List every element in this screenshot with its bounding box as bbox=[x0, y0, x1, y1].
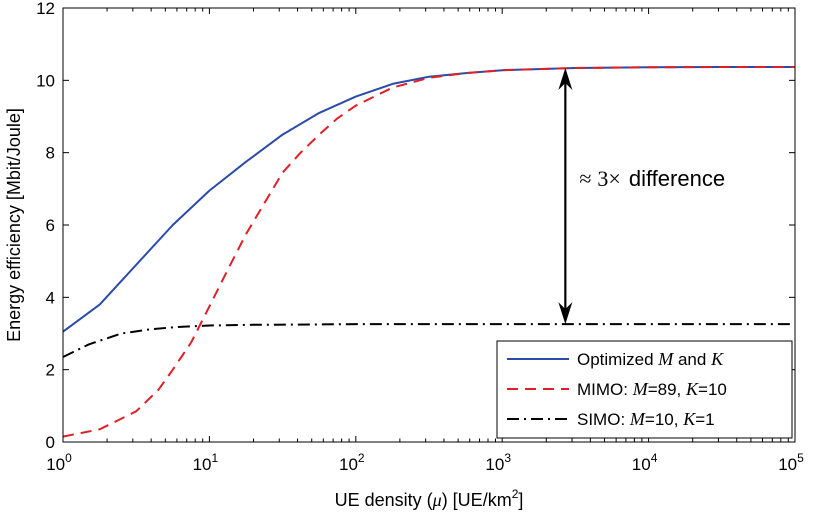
series-line-mimo bbox=[62, 66, 795, 438]
legend-label-optimized: Optimized M and K bbox=[577, 349, 724, 369]
difference-approx: ≈ bbox=[579, 166, 591, 191]
legend-items: Optimized M and K MIMO: M=89, K=10 SIMO: M… bbox=[507, 349, 727, 429]
y-tick-label: 8 bbox=[46, 144, 55, 163]
axis-ticks: 0 2 4 6 8 10 12 100 101 102 103 104 105 bbox=[36, 0, 804, 474]
legend: Optimized M and K MIMO: M=89, K=10 SIMO: M… bbox=[496, 340, 793, 439]
x-tick-label: 101 bbox=[193, 451, 219, 474]
x-axis-label-suffix: ) [UE/km bbox=[442, 490, 512, 510]
legend-label-mimo: MIMO: M=89, K=10 bbox=[577, 379, 727, 399]
x-tick-label: 104 bbox=[632, 451, 658, 474]
y-tick-label: 4 bbox=[46, 288, 55, 307]
y-tick-label: 12 bbox=[36, 0, 55, 18]
y-tick-label: 6 bbox=[46, 216, 55, 235]
x-tick-label: 100 bbox=[46, 451, 72, 474]
y-tick-label: 2 bbox=[46, 361, 55, 380]
x-tick-label: 105 bbox=[778, 451, 804, 474]
difference-arrow-head-bottom bbox=[558, 302, 573, 325]
series-line-simo bbox=[62, 323, 795, 358]
x-axis-label: UE density (μ) [UE/km2] bbox=[335, 487, 524, 510]
difference-arrow-head-top bbox=[558, 68, 573, 91]
y-tick-label: 10 bbox=[36, 71, 55, 90]
x-axis-label-prefix: UE density ( bbox=[335, 490, 433, 510]
y-axis-label: Energy efficiency [Mbit/Joule] bbox=[4, 108, 24, 342]
x-tick-label: 102 bbox=[339, 451, 365, 474]
difference-annotation: ≈3× difference bbox=[558, 68, 725, 325]
x-axis-label-symbol: μ bbox=[432, 490, 442, 510]
chart-marks bbox=[62, 66, 795, 438]
series-line-optimized bbox=[62, 66, 795, 333]
y-tick-label: 0 bbox=[46, 433, 55, 452]
x-axis-label-sup: 2 bbox=[512, 487, 519, 501]
difference-text: difference bbox=[629, 166, 725, 191]
x-tick-label: 103 bbox=[485, 451, 511, 474]
difference-label: ≈3× difference bbox=[579, 166, 725, 191]
x-axis-label-close: ] bbox=[518, 490, 523, 510]
difference-factor: 3× bbox=[597, 166, 620, 191]
legend-label-simo: SIMO: M=10, K=1 bbox=[577, 409, 715, 429]
